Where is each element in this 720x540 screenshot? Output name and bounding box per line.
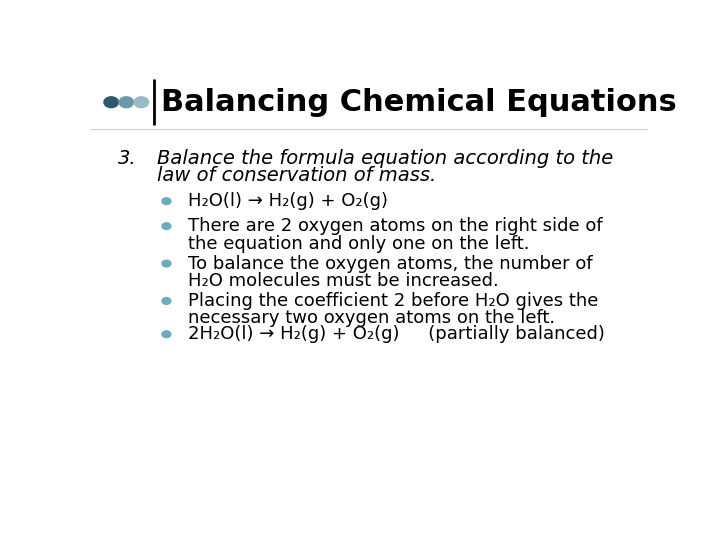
Text: Balancing Chemical Equations: Balancing Chemical Equations [161, 87, 678, 117]
Circle shape [162, 198, 171, 205]
Circle shape [162, 298, 171, 305]
Text: necessary two oxygen atoms on the left.: necessary two oxygen atoms on the left. [188, 309, 555, 327]
Text: Balance the formula equation according to the: Balance the formula equation according t… [157, 149, 613, 168]
Text: 2H₂O(l) → H₂(g) + O₂(g)     (partially balanced): 2H₂O(l) → H₂(g) + O₂(g) (partially balan… [188, 325, 605, 343]
Circle shape [104, 97, 119, 107]
Text: Placing the coefficient 2 before H₂O gives the: Placing the coefficient 2 before H₂O giv… [188, 292, 598, 310]
Text: law of conservation of mass.: law of conservation of mass. [157, 166, 436, 185]
Text: To balance the oxygen atoms, the number of: To balance the oxygen atoms, the number … [188, 254, 593, 273]
Circle shape [134, 97, 148, 107]
Text: the equation and only one on the left.: the equation and only one on the left. [188, 234, 529, 253]
Text: There are 2 oxygen atoms on the right side of: There are 2 oxygen atoms on the right si… [188, 217, 602, 235]
Circle shape [162, 260, 171, 267]
Text: 3.: 3. [118, 149, 137, 168]
Circle shape [162, 223, 171, 230]
Circle shape [119, 97, 133, 107]
Text: H₂O(l) → H₂(g) + O₂(g): H₂O(l) → H₂(g) + O₂(g) [188, 192, 387, 210]
Circle shape [162, 331, 171, 338]
Text: H₂O molecules must be increased.: H₂O molecules must be increased. [188, 272, 498, 290]
